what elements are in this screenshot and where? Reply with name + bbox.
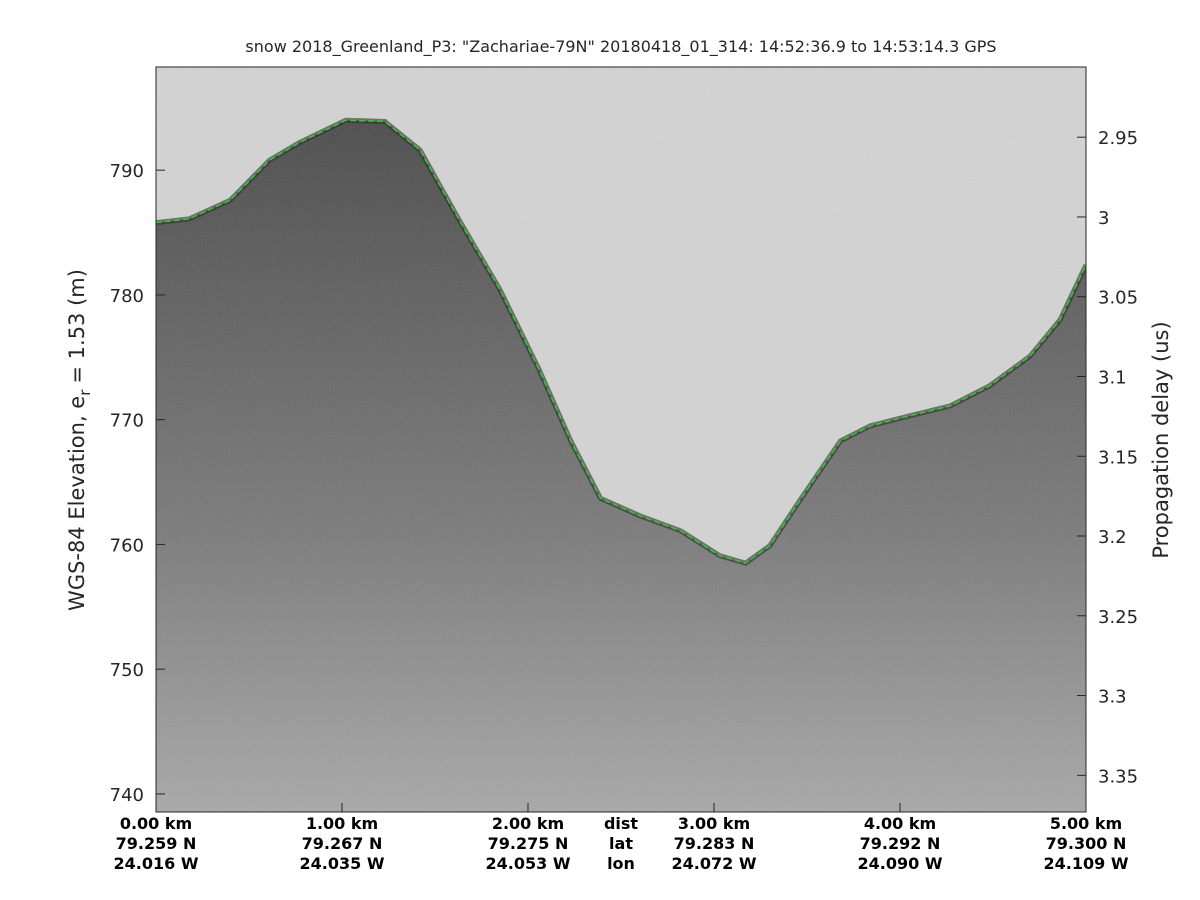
y-axis-label: WGS-84 Elevation, er = 1.53 (m)	[65, 269, 94, 611]
y-tick-label: 740	[110, 785, 144, 806]
y2-tick-label: 3.25	[1098, 607, 1138, 628]
x-tick-lat: 79.300 N	[1046, 834, 1127, 853]
x-row-name: lon	[607, 854, 635, 873]
y-label-rest: = 1.53 (m)	[65, 269, 89, 384]
x-tick-lat: 79.259 N	[116, 834, 197, 853]
x-row-name: lat	[609, 834, 633, 853]
y2-axis-label: Propagation delay (us)	[1149, 321, 1173, 558]
x-tick-lon: 24.053 W	[486, 854, 571, 873]
y2-tick-label: 3.15	[1098, 447, 1138, 468]
y2-tick-label: 3.1	[1098, 367, 1127, 388]
x-row-name: dist	[604, 814, 638, 833]
y-tick-label: 770	[110, 411, 144, 432]
x-tick-label: 0.00 km	[120, 814, 192, 833]
x-tick-lon: 24.109 W	[1044, 854, 1129, 873]
x-tick-lon: 24.035 W	[300, 854, 385, 873]
y-label-sub: r	[76, 389, 94, 396]
y-tick-label: 790	[110, 161, 144, 182]
x-tick-label: 2.00 km	[492, 814, 564, 833]
x-tick-lat: 79.283 N	[674, 834, 755, 853]
y-tick-label: 750	[110, 660, 144, 681]
x-tick-label: 5.00 km	[1050, 814, 1122, 833]
x-tick-lon: 24.016 W	[114, 854, 199, 873]
y2-tick-label: 2.95	[1098, 128, 1138, 149]
x-tick-label: 4.00 km	[864, 814, 936, 833]
y2-tick-label: 3	[1098, 208, 1109, 229]
y2-tick-label: 3.35	[1098, 766, 1138, 787]
y-tick-label: 760	[110, 535, 144, 556]
x-tick-lat: 79.267 N	[302, 834, 383, 853]
y-label-main: WGS-84 Elevation, e	[65, 396, 89, 611]
x-tick-label: 1.00 km	[306, 814, 378, 833]
chart-title: snow 2018_Greenland_P3: "Zachariae-79N" …	[245, 37, 996, 57]
x-tick-lat: 79.292 N	[860, 834, 941, 853]
plot-frame	[155, 66, 1087, 813]
y-tick-label: 780	[110, 286, 144, 307]
noise-texture	[156, 67, 1086, 812]
x-tick-label: 3.00 km	[678, 814, 750, 833]
x-tick-lat: 79.275 N	[488, 834, 569, 853]
y2-tick-label: 3.2	[1098, 527, 1127, 548]
x-tick-lon: 24.072 W	[672, 854, 757, 873]
y2-tick-label: 3.3	[1098, 687, 1127, 708]
y2-tick-label: 3.05	[1098, 288, 1138, 309]
x-tick-lon: 24.090 W	[858, 854, 943, 873]
